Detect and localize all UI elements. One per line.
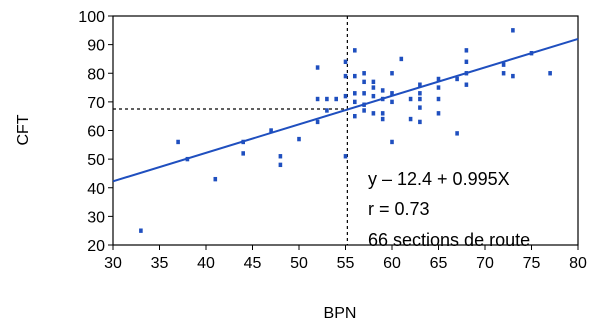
- data-point: [464, 71, 469, 76]
- y-axis-title: CFT: [15, 114, 32, 145]
- data-point: [343, 59, 348, 64]
- data-point: [380, 96, 385, 102]
- x-tick-label: 50: [290, 255, 308, 272]
- data-point: [371, 79, 376, 85]
- data-point: [390, 71, 394, 76]
- data-point: [343, 154, 348, 159]
- data-point: [436, 85, 441, 90]
- x-axis: 30 35 40 45 50 55 60 65 70 75 80: [104, 245, 587, 272]
- data-point: [501, 71, 506, 76]
- data-point: [353, 73, 357, 79]
- data-point: [343, 93, 348, 99]
- x-tick-label: 80: [569, 255, 587, 272]
- data-point: [408, 116, 413, 122]
- data-point: [511, 73, 515, 79]
- data-point: [353, 99, 357, 105]
- data-point: [455, 131, 459, 136]
- data-point: [371, 93, 376, 99]
- y-tick-label: 20: [87, 238, 105, 255]
- data-point: [390, 91, 394, 96]
- x-tick-label: 60: [383, 255, 401, 272]
- data-point: [529, 51, 534, 56]
- data-point: [408, 96, 413, 102]
- data-point: [455, 76, 459, 82]
- data-point: [511, 28, 515, 33]
- data-point: [501, 62, 506, 67]
- x-tick-label: 45: [244, 255, 262, 272]
- data-point: [371, 111, 376, 116]
- regression-line: [112, 37, 579, 183]
- y-tick-label: 80: [87, 66, 105, 83]
- data-point: [176, 139, 180, 145]
- x-tick-label: 55: [337, 255, 355, 272]
- data-point: [362, 108, 366, 113]
- data-point: [380, 116, 385, 122]
- data-point: [390, 99, 394, 105]
- data-point: [362, 91, 366, 96]
- x-tick-label: 70: [476, 255, 494, 272]
- y-axis: 20 30 40 50 60 70 80 90 100: [78, 9, 113, 255]
- data-point: [315, 96, 320, 102]
- data-point: [315, 119, 320, 125]
- data-point: [353, 113, 357, 119]
- plot-frame: [112, 15, 579, 246]
- data-point: [464, 82, 469, 87]
- data-point: [362, 71, 366, 76]
- data-point: [315, 65, 320, 70]
- x-tick-label: 65: [430, 255, 448, 272]
- correlation-coefficient: r = 0.73: [368, 199, 430, 219]
- regression-equation: y – 12.4 + 0.995X: [368, 169, 510, 189]
- x-tick-label: 30: [104, 255, 122, 272]
- data-point: [418, 105, 422, 110]
- data-point: [213, 176, 218, 182]
- data-point: [371, 85, 376, 90]
- data-point: [297, 136, 301, 142]
- data-point: [278, 154, 283, 159]
- data-point: [353, 48, 357, 53]
- data-point: [436, 111, 441, 116]
- data-points: [139, 28, 552, 233]
- data-point: [380, 88, 385, 93]
- y-tick-label: 100: [78, 9, 105, 26]
- x-axis-title: BPN: [324, 305, 357, 322]
- x-tick-label: 35: [151, 255, 169, 272]
- data-point: [418, 96, 422, 102]
- data-point: [185, 156, 190, 162]
- reference-lines: [113, 16, 348, 245]
- regression-line-group: [112, 37, 579, 183]
- data-point: [139, 228, 143, 233]
- y-tick-label: 60: [87, 124, 105, 141]
- data-point: [418, 82, 422, 87]
- x-tick-label: 75: [523, 255, 541, 272]
- y-tick-label: 50: [87, 152, 105, 169]
- data-point: [278, 162, 283, 168]
- data-point: [548, 71, 552, 76]
- data-point: [362, 79, 366, 85]
- y-tick-label: 30: [87, 209, 105, 226]
- data-point: [269, 128, 273, 133]
- x-tick-label: 40: [197, 255, 215, 272]
- data-point: [334, 96, 338, 102]
- data-point: [325, 108, 329, 113]
- data-point: [399, 56, 404, 62]
- data-point: [464, 48, 469, 53]
- data-point: [436, 76, 441, 82]
- data-point: [390, 139, 394, 145]
- data-point: [241, 151, 245, 156]
- data-point: [418, 91, 422, 96]
- y-tick-label: 40: [87, 181, 105, 198]
- y-tick-label: 70: [87, 95, 105, 112]
- data-point: [418, 119, 422, 125]
- data-point: [380, 111, 385, 116]
- data-point: [436, 96, 441, 102]
- data-point: [353, 91, 357, 96]
- data-point: [464, 59, 469, 64]
- data-point: [241, 139, 245, 145]
- y-tick-label: 90: [87, 38, 105, 55]
- data-point: [325, 96, 329, 102]
- sample-size-note: 66 sections de route: [368, 230, 530, 250]
- data-point: [362, 102, 366, 107]
- data-point: [343, 73, 348, 79]
